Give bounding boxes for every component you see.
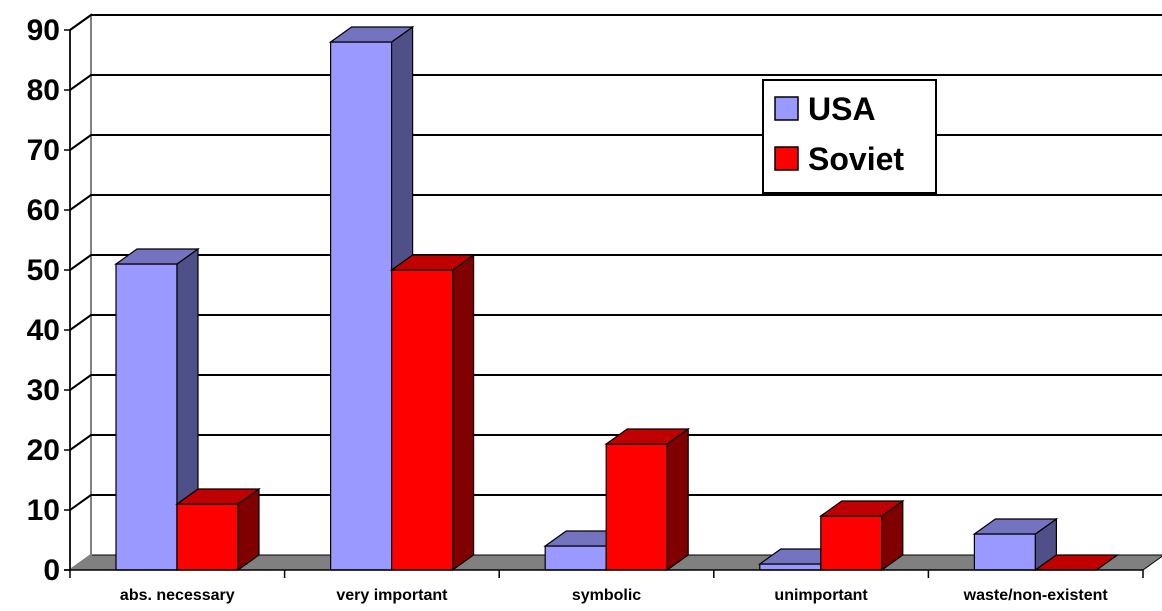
- legend-swatch-usa: [774, 96, 799, 121]
- bar-side-face: [666, 427, 689, 572]
- bar-soviet-3: [604, 427, 691, 572]
- x-tick-label: unimportant: [774, 587, 868, 604]
- y-tick-label: 90: [27, 14, 60, 47]
- bar-soviet-1: [175, 487, 261, 572]
- x-tick-labels: abs. necessary very important symbolic unim…: [120, 587, 1108, 604]
- x-tick-label: waste/non-existent: [963, 587, 1109, 604]
- bar-front-face: [973, 533, 1037, 571]
- legend: USA Soviet: [762, 79, 937, 194]
- y-tick-label: 40: [27, 314, 60, 347]
- bar-front-face: [605, 443, 668, 571]
- chart-side-wall: [69, 13, 92, 572]
- bar-front-face: [759, 563, 822, 571]
- bar-soviet-4: [818, 499, 905, 572]
- y-tick-labels: 0 10 20 30 40 50 60 70 80 90: [27, 14, 60, 587]
- gridline: [69, 434, 1162, 451]
- bars: [114, 25, 1120, 572]
- gridline: [69, 194, 1162, 211]
- bar-top-face: [604, 428, 691, 445]
- legend-label-usa: USA: [808, 91, 876, 127]
- bar-usa-5: [972, 517, 1059, 572]
- bar-front-face: [330, 41, 393, 571]
- bar-front-face: [115, 263, 178, 571]
- y-tick-label: 60: [27, 194, 60, 227]
- gridline: [69, 374, 1162, 391]
- bar-side-face: [452, 253, 475, 572]
- y-tick-label: 20: [27, 434, 60, 467]
- x-tick-label: very important: [336, 587, 448, 604]
- y-tick-label: 30: [27, 374, 60, 407]
- gridline: [69, 134, 1162, 151]
- bar-soviet-2: [389, 253, 476, 572]
- y-tick-label: 80: [27, 74, 60, 107]
- bar-front-face: [391, 269, 454, 571]
- bar-top-face: [389, 254, 476, 271]
- bar-top-face: [175, 488, 261, 505]
- bar-top-face: [328, 26, 415, 43]
- y-tick-label: 50: [27, 254, 60, 287]
- bar-top-face: [818, 500, 905, 517]
- bar-front-face: [544, 545, 607, 571]
- gridline: [69, 494, 1162, 511]
- axes: [64, 29, 1144, 578]
- x-tick-label: abs. necessary: [120, 587, 235, 604]
- bar-front-face: [820, 515, 883, 571]
- gridlines: [69, 14, 1162, 511]
- bar-top-face: [972, 518, 1059, 535]
- legend-label-soviet: Soviet: [808, 141, 904, 177]
- gridline: [69, 74, 1162, 91]
- gridline: [69, 14, 1162, 31]
- x-tick-label: symbolic: [572, 587, 641, 604]
- gridline: [69, 314, 1162, 331]
- bar-front-face: [176, 503, 239, 571]
- y-tick-label: 0: [43, 554, 60, 587]
- legend-swatch-soviet: [774, 146, 799, 171]
- y-tick-label: 70: [27, 134, 60, 167]
- y-tick-label: 10: [27, 494, 60, 527]
- gridline: [69, 254, 1162, 271]
- bar-top-face: [114, 248, 200, 265]
